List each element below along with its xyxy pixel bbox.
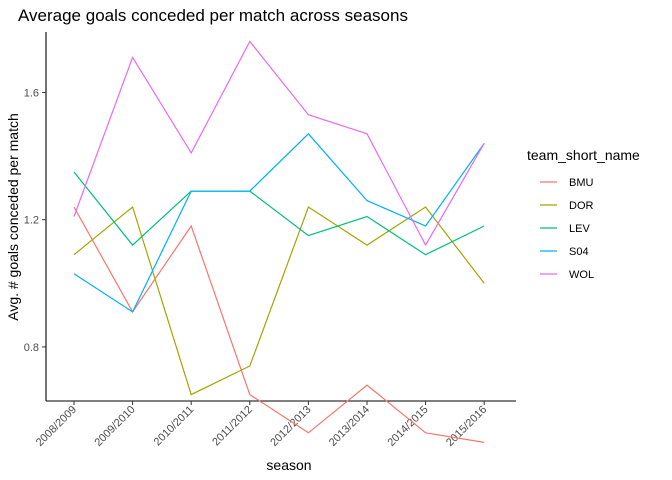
y-tick-label: 1.6 [24, 87, 39, 99]
x-ticks: 2008/2009 2009/2010 2010/2011 2011/2012 2012… [34, 401, 489, 449]
legend-label-lev: LEV [569, 223, 590, 235]
y-tick-label: 0.8 [24, 342, 39, 354]
series-line-s04 [73, 132, 485, 313]
series-line-bmu [73, 206, 485, 443]
series-line-lev [73, 171, 485, 256]
x-tick-label: 2013/2014 [327, 404, 372, 449]
y-ticks: 0.8 1.2 1.6 [24, 87, 46, 354]
legend-items: BMU DOR LEV S04 WOL [540, 177, 594, 281]
x-tick-label: 2011/2012 [210, 404, 255, 449]
y-axis-title: Avg. # goals conceded per match [5, 113, 21, 321]
x-tick-label: 2009/2010 [92, 404, 137, 449]
axes [45, 32, 516, 402]
series-lines [73, 40, 485, 443]
legend-label-wol: WOL [569, 269, 594, 281]
y-tick-label: 1.2 [24, 215, 39, 227]
series-line-dor [73, 205, 485, 396]
legend: team_short_name BMU DOR LEV S04 WOL [527, 147, 640, 281]
legend-label-dor: DOR [569, 200, 594, 212]
x-tick-label: 2010/2011 [152, 404, 197, 449]
x-axis-title: season [266, 457, 311, 473]
x-tick-label: 2008/2009 [34, 404, 79, 449]
legend-label-bmu: BMU [569, 177, 594, 189]
legend-title: team_short_name [527, 147, 640, 163]
chart-title: Average goals conceded per match across … [18, 6, 408, 25]
series-line-wol [73, 40, 485, 247]
legend-label-s04: S04 [569, 246, 589, 258]
x-tick-label: 2014/2015 [385, 404, 430, 449]
